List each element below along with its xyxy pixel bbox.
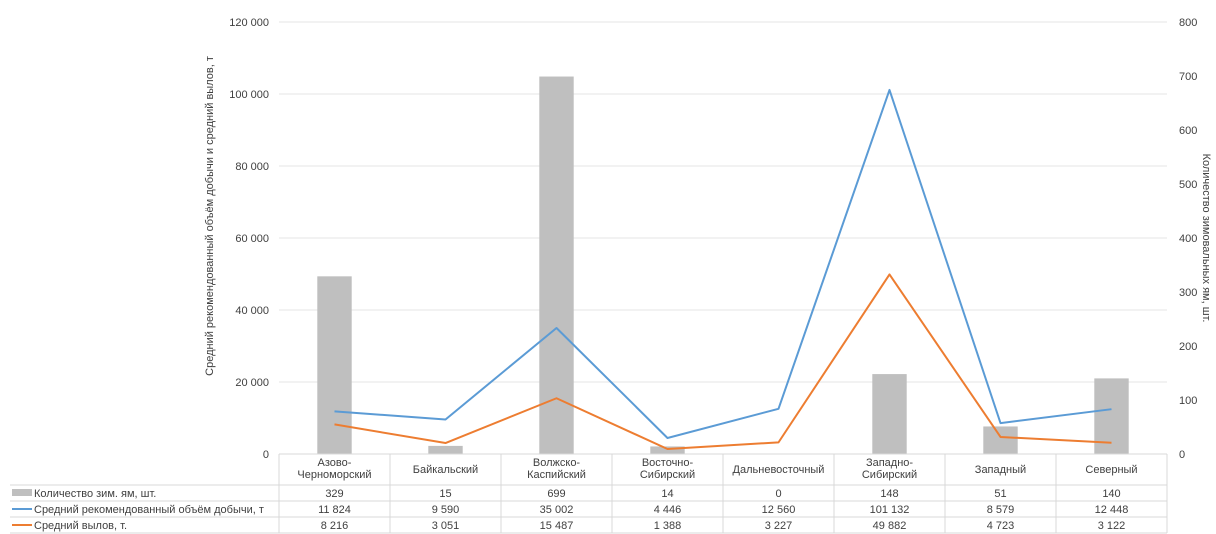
data-label: 101 132 (870, 504, 910, 516)
category-label-line: Байкальский (413, 464, 478, 476)
category-label-line: Северный (1085, 464, 1137, 476)
y-right-tick-label: 700 (1179, 71, 1197, 83)
data-label: 148 (880, 488, 898, 500)
legend-label: Количество зим. ям, шт. (34, 488, 156, 500)
series-line (334, 273, 1112, 451)
legend-label: Средний рекомендованный объём добычи, т (34, 504, 264, 516)
data-label: 4 446 (654, 504, 682, 516)
data-label: 12 448 (1095, 504, 1129, 516)
category-label: Байкальский (413, 464, 478, 476)
data-label: 3 227 (765, 520, 793, 532)
category-label-line: Азово- (318, 457, 352, 469)
y-axis-left-label: Средний рекомендованный объём добычи и с… (204, 56, 216, 376)
bar (539, 76, 574, 454)
y-right-tick-label: 400 (1179, 233, 1197, 245)
y-right-tick-label: 0 (1179, 449, 1185, 461)
category-label-line: Волжско- (533, 457, 581, 469)
category-label-line: Сибирский (640, 469, 695, 481)
bar (872, 374, 907, 454)
line-series (334, 88, 1112, 451)
data-label: 35 002 (540, 504, 574, 516)
series-line (334, 88, 1112, 439)
data-table: Азово-Черноморский Байкальский Волжско-Кас… (10, 454, 1168, 534)
category-label-line: Западный (975, 464, 1026, 476)
category-label-line: Сибирский (862, 469, 917, 481)
category-label: Восточно-Сибирский (640, 457, 695, 481)
bar (650, 446, 685, 454)
bar (428, 445, 463, 454)
category-label: Волжско-Каспийский (527, 457, 586, 481)
gridlines (279, 21, 1167, 383)
y-right-tick-label: 200 (1179, 341, 1197, 353)
y-right-tick-label: 500 (1179, 179, 1197, 191)
y-right-tick-label: 800 (1179, 17, 1197, 29)
bar-series (317, 76, 1129, 454)
data-label: 140 (1102, 488, 1120, 500)
data-label: 699 (547, 488, 565, 500)
y-left-tick-label: 20 000 (235, 377, 269, 389)
category-label-line: Восточно- (642, 457, 694, 469)
data-label: 14 (661, 488, 673, 500)
data-label: 329 (325, 488, 343, 500)
y-right-tick-label: 600 (1179, 125, 1197, 137)
data-label: 51 (994, 488, 1006, 500)
category-label-line: Дальневосточный (733, 464, 825, 476)
data-label: 3 122 (1098, 520, 1126, 532)
data-label: 9 590 (432, 504, 460, 516)
y-right-tick-label: 300 (1179, 287, 1197, 299)
data-label: 0 (775, 488, 781, 500)
category-label: Северный (1085, 464, 1137, 476)
y-left-tick-label: 100 000 (229, 89, 269, 101)
y-axis-right-label: Количество зимовальных ям, шт. (1200, 154, 1212, 323)
data-label: 1 388 (654, 520, 682, 532)
y-right-tick-label: 100 (1179, 395, 1197, 407)
y-left-tick-label: 80 000 (235, 161, 269, 173)
y-left-tick-label: 60 000 (235, 233, 269, 245)
category-label-line: Черноморский (297, 469, 371, 481)
data-label: 4 723 (987, 520, 1015, 532)
data-label: 12 560 (762, 504, 796, 516)
data-label: 15 (439, 488, 451, 500)
y-left-tick-label: 120 000 (229, 17, 269, 29)
category-label: Западный (975, 464, 1026, 476)
data-label: 15 487 (540, 520, 574, 532)
data-label: 3 051 (432, 520, 460, 532)
axes: 0 20 000 40 000 60 000 80 000 100 000 120 000 0… (229, 17, 1197, 461)
category-label: Азово-Черноморский (297, 457, 371, 481)
data-label: 11 824 (318, 504, 351, 516)
data-label: 8 579 (987, 504, 1015, 516)
category-label: Дальневосточный (733, 464, 825, 476)
legend-label: Средний вылов, т. (34, 520, 127, 532)
category-label: Западно-Сибирский (862, 457, 917, 481)
bar (983, 426, 1018, 454)
y-left-tick-label: 40 000 (235, 305, 269, 317)
category-label-line: Каспийский (527, 469, 586, 481)
category-label-line: Западно- (866, 457, 913, 469)
data-label: 8 216 (321, 520, 349, 532)
y-left-tick-label: 0 (263, 449, 269, 461)
data-label: 49 882 (873, 520, 907, 532)
bar (317, 276, 352, 454)
legend-swatch (12, 489, 32, 496)
